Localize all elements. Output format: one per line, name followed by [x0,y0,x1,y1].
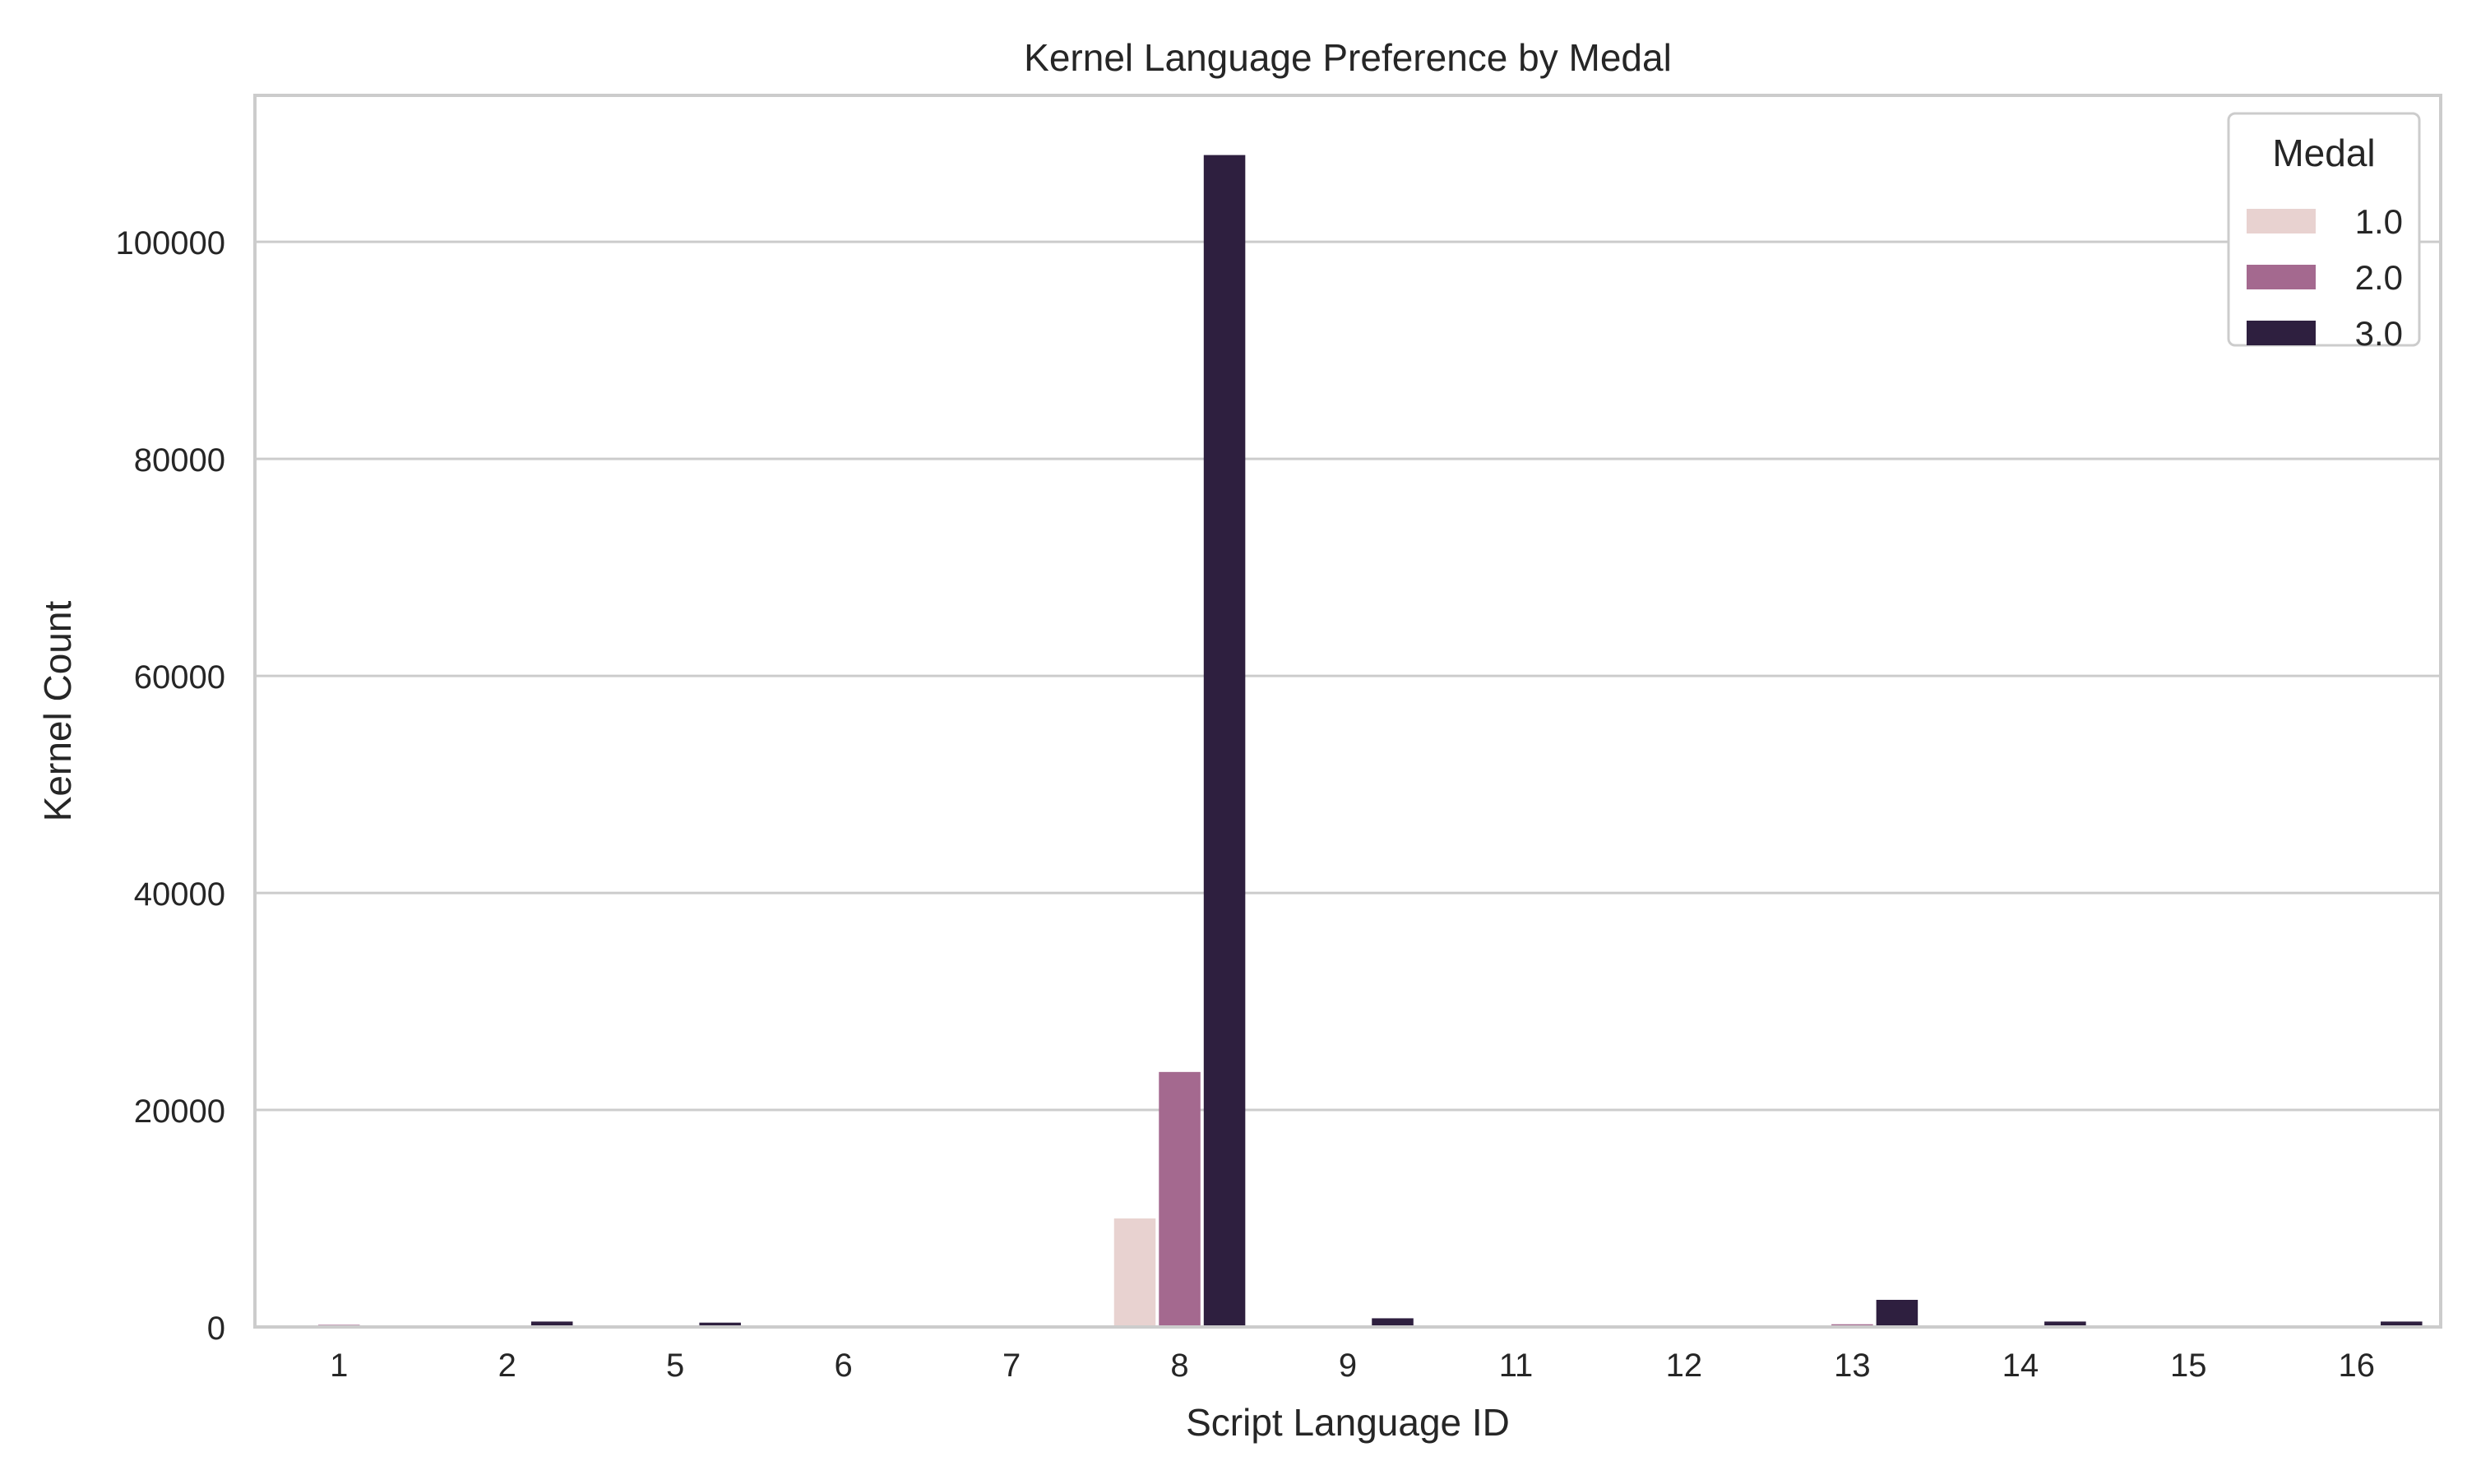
grid-layer [255,240,2441,1329]
x-tick-label: 5 [666,1348,684,1384]
y-tick-labels: 0 20000 40000 60000 80000 100000 [116,225,225,1347]
legend-title: Medal [2272,132,2375,174]
x-tick-label: 8 [1170,1348,1188,1384]
bar [1372,1318,1414,1327]
chart-title: Kernel Language Preference by Medal [1024,36,1672,79]
plot-frame [253,94,2442,1329]
x-tick-label: 11 [1499,1348,1534,1384]
legend-items: 1.0 2.0 3.0 [2247,202,2403,353]
x-tick-label: 12 [1666,1348,1703,1384]
bar [1113,1218,1156,1327]
bar [1876,1300,1919,1327]
x-tick-label: 2 [498,1348,516,1384]
y-tick-label: 0 [207,1311,225,1347]
bar [699,1322,741,1327]
bar [1159,1071,1201,1327]
bar [530,1321,573,1327]
x-tick-label: 14 [2002,1348,2039,1384]
y-axis-label: Kernel Count [36,601,79,822]
x-tick-label: 15 [2170,1348,2207,1384]
legend-label: 3.0 [2355,314,2403,353]
x-tick-label: 1 [330,1348,348,1384]
legend-swatch [2247,265,2316,289]
x-tick-label: 7 [1002,1348,1021,1384]
x-tick-label: 9 [1339,1348,1357,1384]
y-tick-label: 40000 [134,876,225,913]
x-tick-labels: 1 2 5 6 7 8 9 11 12 13 14 15 16 [330,1348,2375,1384]
bar [2381,1321,2423,1327]
bar [2044,1321,2086,1327]
x-tick-label: 16 [2339,1348,2376,1384]
y-tick-label: 20000 [134,1093,225,1130]
legend-swatch [2247,321,2316,345]
legend-label: 1.0 [2355,202,2403,241]
legend-label: 2.0 [2355,258,2403,297]
x-axis-label: Script Language ID [1186,1401,1510,1444]
bar [1203,155,1246,1327]
legend-swatch [2247,209,2316,233]
y-tick-label: 100000 [116,225,225,261]
bars-layer [317,155,2423,1327]
y-tick-label: 80000 [134,442,225,478]
x-tick-label: 6 [834,1348,852,1384]
y-tick-label: 60000 [134,659,225,696]
legend: Medal 1.0 2.0 3.0 [2227,112,2421,353]
x-tick-label: 13 [1834,1348,1871,1384]
